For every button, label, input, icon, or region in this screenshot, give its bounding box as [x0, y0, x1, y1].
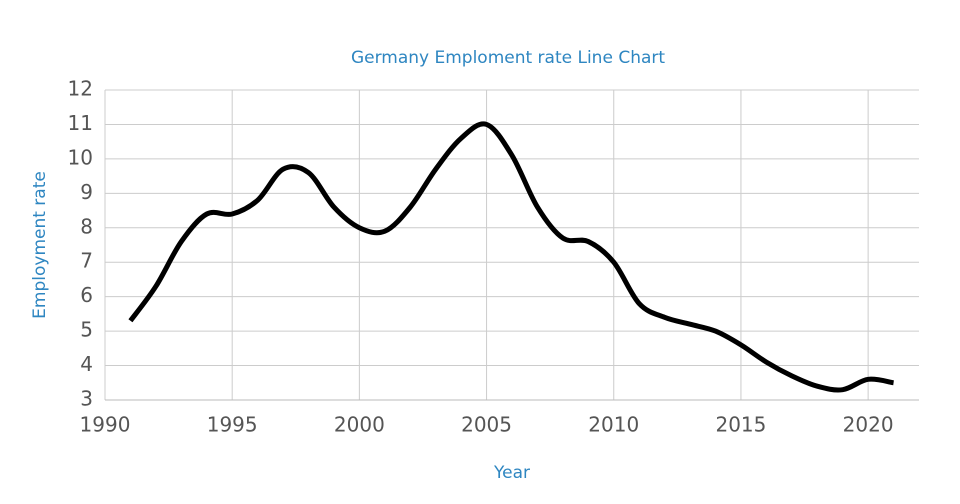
y-tick-label: 5	[80, 318, 93, 342]
x-tick-label: 1990	[80, 413, 131, 437]
y-tick-label: 3	[80, 387, 93, 411]
y-tick-label: 8	[80, 214, 93, 238]
x-tick-label: 1995	[207, 413, 258, 437]
y-axis-label: Employment rate	[30, 171, 50, 319]
x-axis-label: Year	[493, 463, 530, 483]
y-tick-label: 9	[80, 180, 93, 204]
chart-title: Germany Emploment rate Line Chart	[351, 48, 665, 68]
line-series	[128, 121, 895, 393]
y-tick-label: 10	[68, 145, 93, 169]
x-tick-label: 2010	[588, 413, 639, 437]
y-tick-label: 7	[80, 249, 93, 273]
x-tick-label: 2015	[715, 413, 766, 437]
y-tick-label: 11	[68, 111, 93, 135]
x-tick-label: 2000	[334, 413, 385, 437]
x-tick-label: 2005	[461, 413, 512, 437]
y-tick-label: 4	[80, 352, 93, 376]
x-tick-label: 2020	[843, 413, 894, 437]
y-tick-label: 6	[80, 283, 93, 307]
y-tick-label: 12	[68, 77, 93, 101]
